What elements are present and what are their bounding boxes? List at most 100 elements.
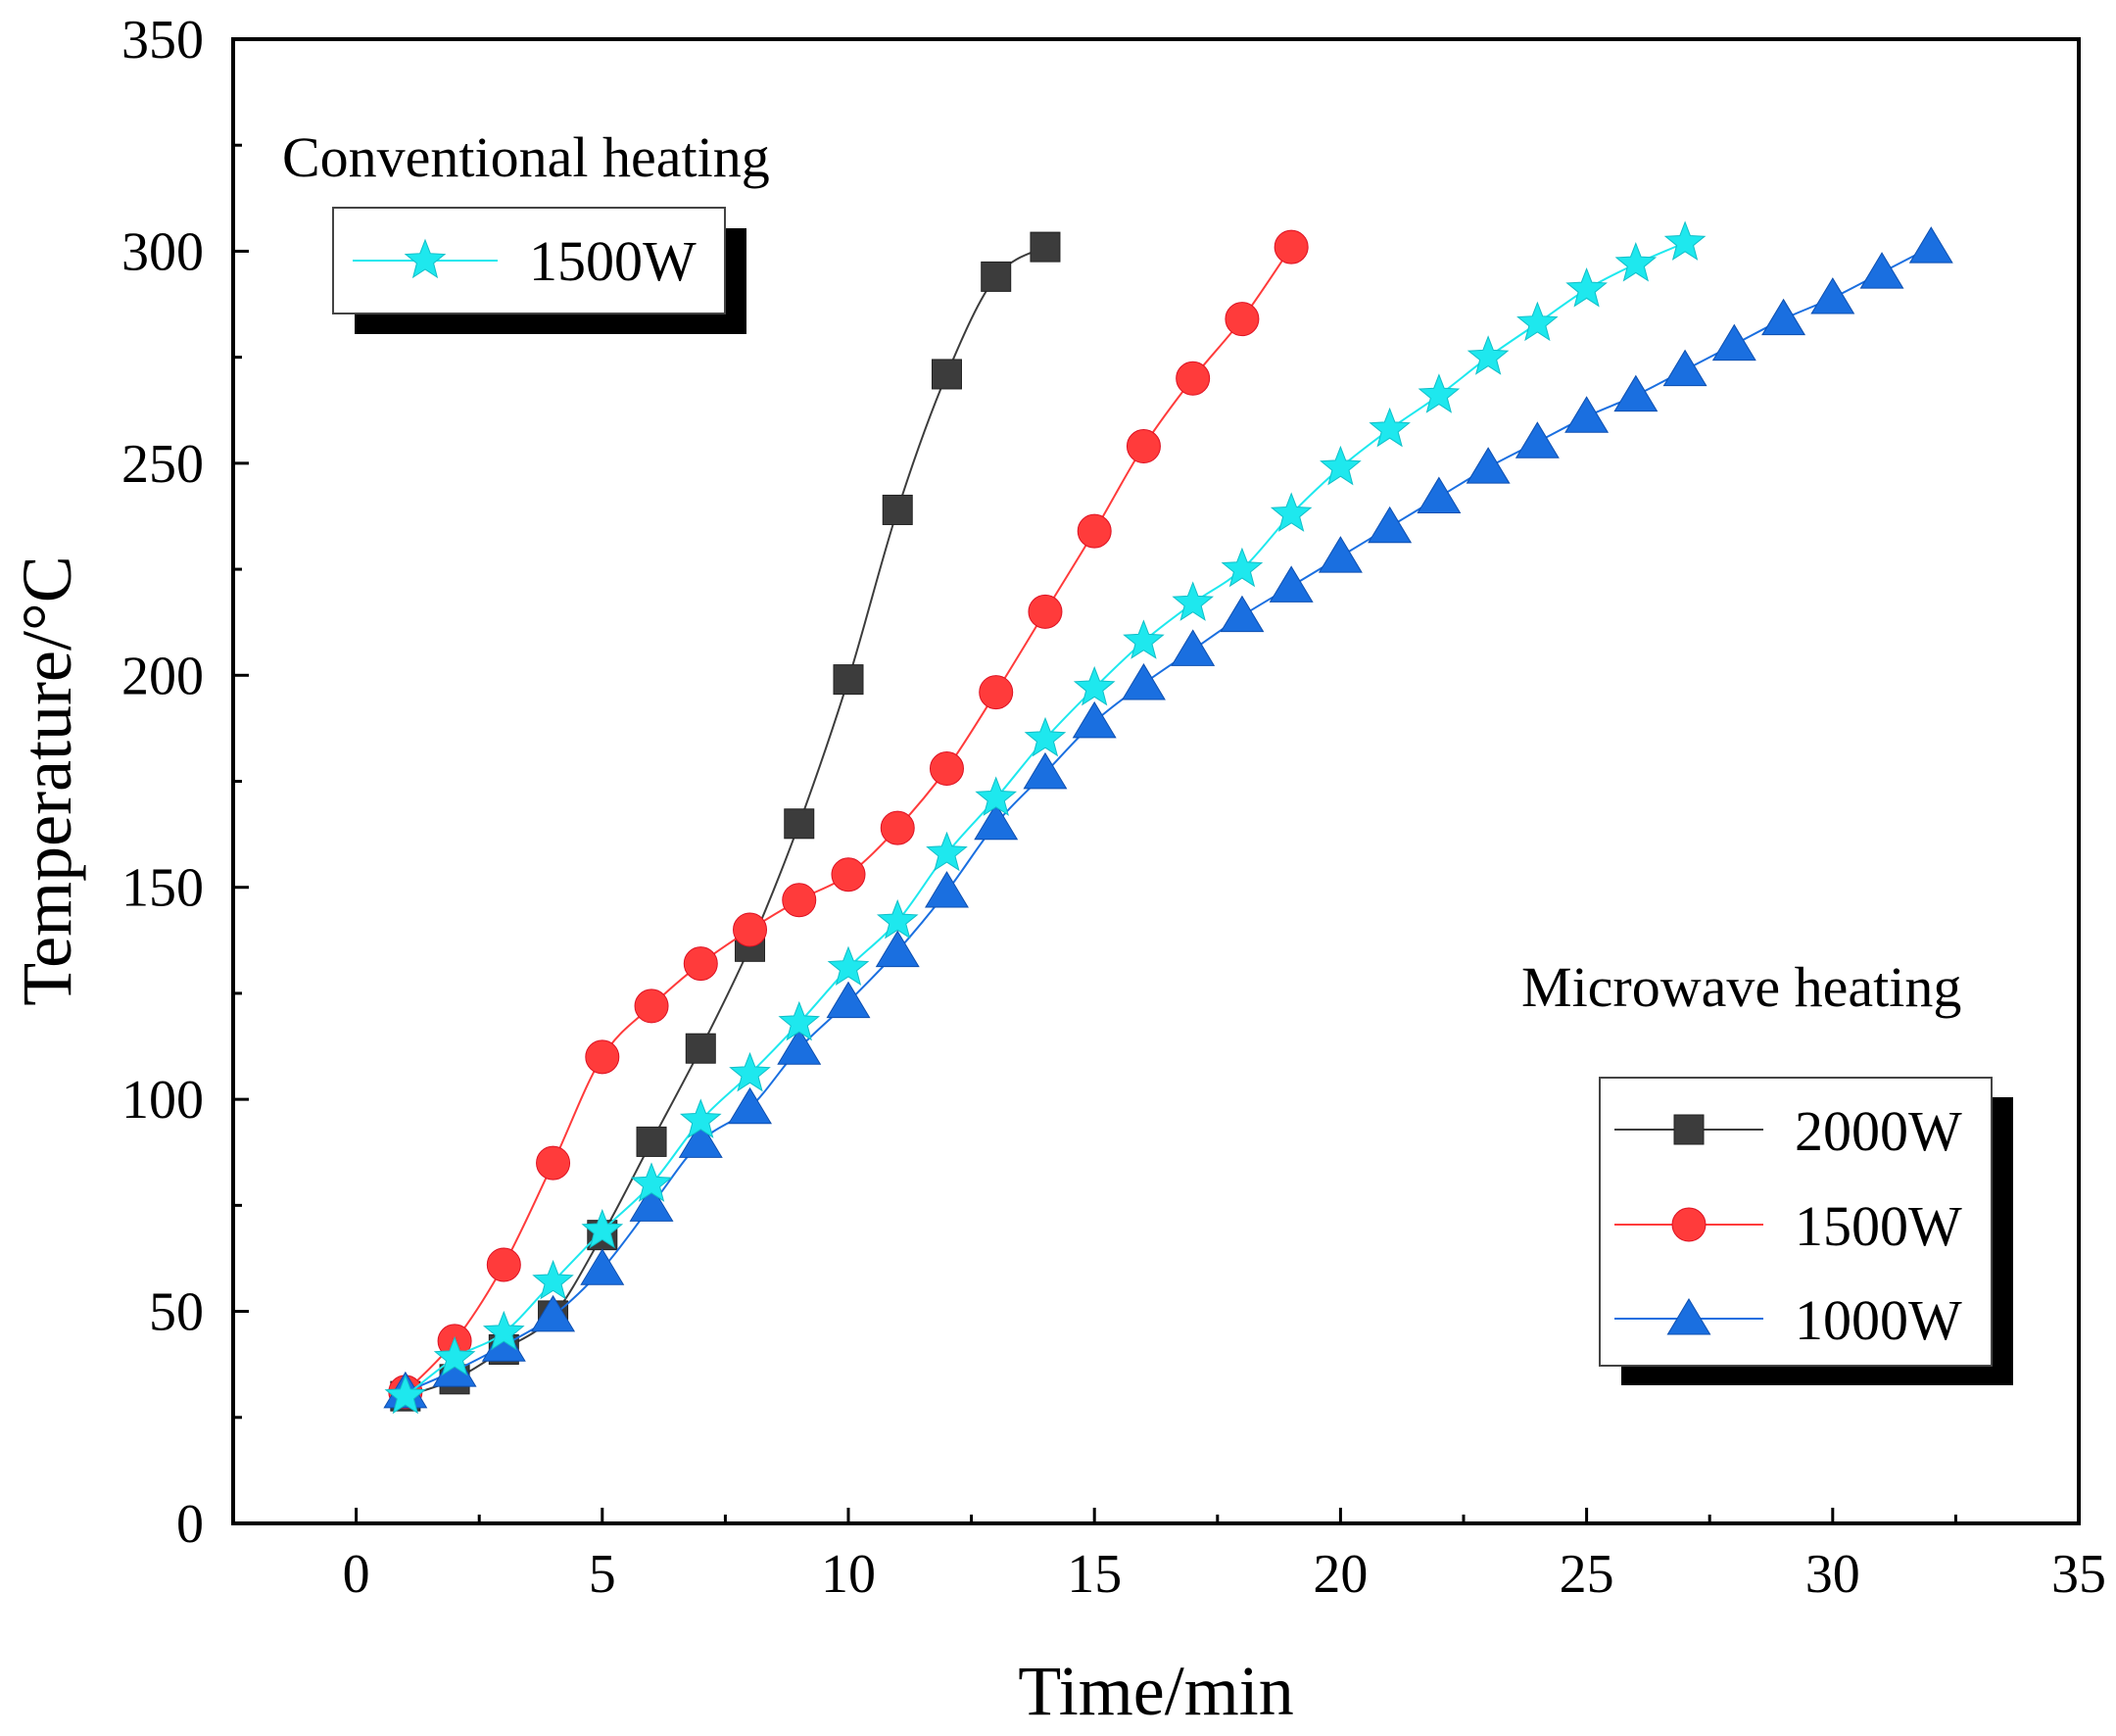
data-point-conventional-1500w bbox=[532, 1259, 574, 1300]
data-point-1500w bbox=[1274, 229, 1309, 265]
conventional-heating-label: Conventional heating bbox=[282, 125, 770, 189]
data-point-conventional-1500w bbox=[1663, 220, 1707, 261]
data-point-1000w bbox=[728, 1086, 773, 1125]
x-tick-label: 5 bbox=[589, 1544, 616, 1605]
x-axis-title: Time/min bbox=[1018, 1652, 1293, 1730]
data-point-conventional-1500w bbox=[384, 1374, 427, 1415]
data-point-1500w bbox=[1077, 513, 1112, 549]
data-point-conventional-1500w bbox=[679, 1098, 722, 1138]
data-point-1500w bbox=[585, 1039, 620, 1075]
data-point-conventional-1500w bbox=[827, 945, 870, 987]
data-point-1000w bbox=[678, 1121, 723, 1158]
data-point-1000w bbox=[1417, 476, 1462, 513]
legend-marker-conventional-1500w bbox=[404, 238, 447, 279]
data-point-1000w bbox=[777, 1028, 822, 1065]
y-tick-label: 50 bbox=[149, 1282, 204, 1343]
data-point-conventional-1500w bbox=[975, 776, 1018, 816]
x-tick-label: 35 bbox=[2051, 1544, 2106, 1605]
data-point-1500w bbox=[1126, 429, 1161, 464]
data-point-conventional-1500w bbox=[1172, 581, 1215, 621]
x-tick-label: 20 bbox=[1313, 1544, 1368, 1605]
legend-marker-1500w bbox=[1671, 1207, 1707, 1242]
data-point-conventional-1500w bbox=[876, 898, 919, 940]
data-point-1000w bbox=[1908, 226, 1953, 264]
microwave-heating-label: Microwave heating bbox=[1521, 955, 1961, 1019]
legend-marker-2000w bbox=[1673, 1114, 1705, 1145]
data-point-1000w bbox=[1466, 447, 1511, 484]
data-point-1000w bbox=[1662, 349, 1707, 387]
data-point-2000w bbox=[636, 1126, 667, 1157]
data-point-conventional-1500w bbox=[1270, 492, 1313, 532]
data-point-1500w bbox=[782, 883, 817, 918]
data-point-2000w bbox=[882, 494, 913, 525]
x-tick-label: 10 bbox=[821, 1544, 876, 1605]
data-point-1500w bbox=[929, 751, 964, 787]
data-point-conventional-1500w bbox=[1073, 665, 1116, 706]
data-point-1000w bbox=[826, 981, 871, 1019]
data-point-conventional-1500w bbox=[630, 1162, 673, 1202]
series-1500w bbox=[388, 229, 1309, 1410]
data-point-conventional-1500w bbox=[1320, 445, 1362, 486]
data-point-1000w bbox=[875, 930, 920, 968]
data-point-1000w bbox=[629, 1184, 674, 1222]
x-tick-label: 0 bbox=[343, 1544, 370, 1605]
data-point-1500w bbox=[634, 989, 669, 1024]
data-point-1500w bbox=[1225, 302, 1260, 337]
x-tick-label: 15 bbox=[1067, 1544, 1122, 1605]
y-tick-label: 150 bbox=[121, 858, 204, 919]
legend-label-1000w: 1000W bbox=[1795, 1288, 1962, 1352]
data-point-2000w bbox=[1030, 231, 1061, 263]
y-tick-label: 100 bbox=[121, 1070, 204, 1131]
data-point-2000w bbox=[685, 1033, 716, 1064]
data-point-1000w bbox=[1269, 565, 1314, 603]
data-point-1000w bbox=[1121, 662, 1166, 700]
data-point-conventional-1500w bbox=[1221, 547, 1264, 588]
data-point-1000w bbox=[1613, 374, 1659, 412]
data-point-1000w bbox=[531, 1294, 576, 1332]
data-point-1000w bbox=[1564, 396, 1610, 433]
data-point-conventional-1500w bbox=[433, 1335, 476, 1376]
data-point-conventional-1500w bbox=[926, 831, 968, 872]
data-point-1500w bbox=[536, 1145, 571, 1181]
data-point-1500w bbox=[979, 675, 1014, 710]
data-point-conventional-1500w bbox=[1516, 301, 1559, 342]
legend-label-conventional-1500w: 1500W bbox=[529, 229, 697, 293]
data-point-2000w bbox=[833, 664, 864, 696]
data-point-conventional-1500w bbox=[1123, 619, 1165, 659]
data-point-conventional-1500w bbox=[1565, 267, 1608, 308]
legend-label-1500w: 1500W bbox=[1795, 1194, 1962, 1258]
y-tick-label: 350 bbox=[121, 10, 204, 71]
data-point-conventional-1500w bbox=[778, 1000, 821, 1041]
data-point-1000w bbox=[1220, 595, 1265, 633]
series-1000w bbox=[383, 226, 1953, 1409]
y-axis-title: Temperature/°C bbox=[8, 555, 86, 1006]
data-point-conventional-1500w bbox=[1467, 335, 1510, 375]
data-point-1000w bbox=[1023, 751, 1068, 790]
data-point-2000w bbox=[784, 808, 815, 840]
series-line-conventional-1500w bbox=[405, 241, 1686, 1397]
data-point-conventional-1500w bbox=[1418, 373, 1461, 413]
data-point-1500w bbox=[880, 810, 915, 845]
legend-label-2000w: 2000W bbox=[1795, 1099, 1962, 1163]
data-point-1000w bbox=[1171, 629, 1216, 666]
legend-marker-2000w bbox=[1673, 1114, 1705, 1145]
conventional-legend: 1500W bbox=[332, 207, 746, 334]
data-point-1000w bbox=[1515, 421, 1560, 458]
data-point-conventional-1500w bbox=[1369, 407, 1411, 448]
microwave-legend: 2000W 1500W 1000W bbox=[1599, 1077, 2013, 1385]
legend-marker-1000w bbox=[1666, 1298, 1711, 1335]
data-point-conventional-1500w bbox=[1614, 242, 1658, 282]
x-tick-label: 30 bbox=[1805, 1544, 1860, 1605]
data-point-1000w bbox=[1711, 323, 1756, 362]
data-point-1000w bbox=[1318, 536, 1363, 573]
x-axis-ticks: 0 5 10 15 20 25 30 35 bbox=[343, 1508, 2106, 1605]
data-point-2000w bbox=[981, 261, 1012, 292]
data-point-1000w bbox=[1072, 700, 1117, 739]
data-point-1000w bbox=[924, 871, 969, 908]
y-tick-label: 250 bbox=[121, 434, 204, 495]
data-point-1500w bbox=[683, 946, 718, 982]
legend-marker-conventional-1500w bbox=[404, 238, 447, 279]
y-tick-label: 200 bbox=[121, 646, 204, 706]
legend-marker-1000w bbox=[1666, 1298, 1711, 1335]
data-point-1500w bbox=[1028, 594, 1063, 629]
